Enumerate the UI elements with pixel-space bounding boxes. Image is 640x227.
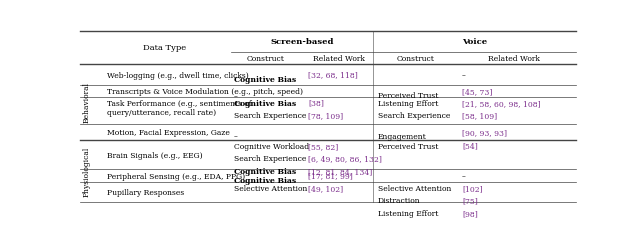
Text: [55, 82]: [55, 82] (308, 142, 339, 150)
Text: Search Experience: Search Experience (234, 155, 306, 163)
Text: Motion, Facial Expression, Gaze: Motion, Facial Expression, Gaze (108, 128, 230, 136)
Text: Cognitive Bias: Cognitive Bias (234, 167, 296, 175)
Text: Cognitive Bias: Cognitive Bias (234, 99, 296, 107)
Text: Task Performance (e.g., sentiments of
query/utterance, recall rate): Task Performance (e.g., sentiments of qu… (108, 99, 252, 116)
Text: –: – (234, 132, 237, 140)
Text: [102]: [102] (462, 184, 483, 192)
Text: Perceived Trust: Perceived Trust (378, 91, 438, 99)
Text: [17, 81, 99]: [17, 81, 99] (308, 172, 353, 180)
Text: [45, 73]: [45, 73] (462, 87, 492, 96)
Text: Cognitive Bias: Cognitive Bias (234, 75, 296, 83)
Text: Cognitive Workload: Cognitive Workload (234, 142, 309, 150)
Text: [75]: [75] (462, 197, 477, 205)
Text: Transcripts & Voice Modulation (e.g., pitch, speed): Transcripts & Voice Modulation (e.g., pi… (108, 87, 303, 96)
Text: Related Work: Related Work (488, 55, 540, 63)
Text: Distraction: Distraction (378, 197, 420, 205)
Text: [78, 109]: [78, 109] (308, 112, 343, 120)
Text: Web-logging (e.g., dwell time, clicks): Web-logging (e.g., dwell time, clicks) (108, 71, 249, 79)
Text: [54]: [54] (462, 142, 477, 150)
Text: Perceived Trust: Perceived Trust (378, 142, 438, 150)
Text: Screen-based: Screen-based (270, 38, 333, 46)
Text: [49, 102]: [49, 102] (308, 184, 343, 192)
Text: [38]: [38] (308, 99, 324, 107)
Text: Search Experience: Search Experience (234, 112, 306, 120)
Text: [90, 93, 93]: [90, 93, 93] (462, 128, 507, 136)
Text: Brain Signals (e.g., EEG): Brain Signals (e.g., EEG) (108, 151, 203, 159)
Text: [12, 81, 84, 134]: [12, 81, 84, 134] (308, 167, 372, 175)
Text: [6, 49, 80, 86, 132]: [6, 49, 80, 86, 132] (308, 155, 382, 163)
Text: Related Work: Related Work (314, 55, 365, 63)
Text: Search Experience: Search Experience (378, 112, 450, 120)
Text: [21, 58, 60, 98, 108]: [21, 58, 60, 98, 108] (462, 99, 541, 107)
Text: [32, 68, 118]: [32, 68, 118] (308, 71, 358, 79)
Text: Listening Effort: Listening Effort (378, 209, 438, 217)
Text: –: – (462, 172, 466, 180)
Text: Behavioral: Behavioral (83, 82, 90, 123)
Text: [58, 109]: [58, 109] (462, 112, 497, 120)
Text: Voice: Voice (461, 38, 487, 46)
Text: Peripheral Sensing (e.g., EDA, PPG): Peripheral Sensing (e.g., EDA, PPG) (108, 172, 245, 180)
Text: Construct: Construct (247, 55, 285, 63)
Text: Pupillary Responses: Pupillary Responses (108, 188, 184, 196)
Text: Construct: Construct (397, 55, 435, 63)
Text: Listening Effort: Listening Effort (378, 99, 438, 107)
Text: Selective Attention: Selective Attention (378, 184, 451, 192)
Text: Data Type: Data Type (143, 44, 186, 52)
Text: [98]: [98] (462, 209, 477, 217)
Text: –: – (462, 71, 466, 79)
Text: Selective Attention: Selective Attention (234, 184, 307, 192)
Text: –: – (234, 91, 237, 99)
Text: Engagement: Engagement (378, 132, 426, 140)
Text: Cognitive Bias: Cognitive Bias (234, 176, 296, 184)
Text: Physiological: Physiological (83, 146, 90, 196)
